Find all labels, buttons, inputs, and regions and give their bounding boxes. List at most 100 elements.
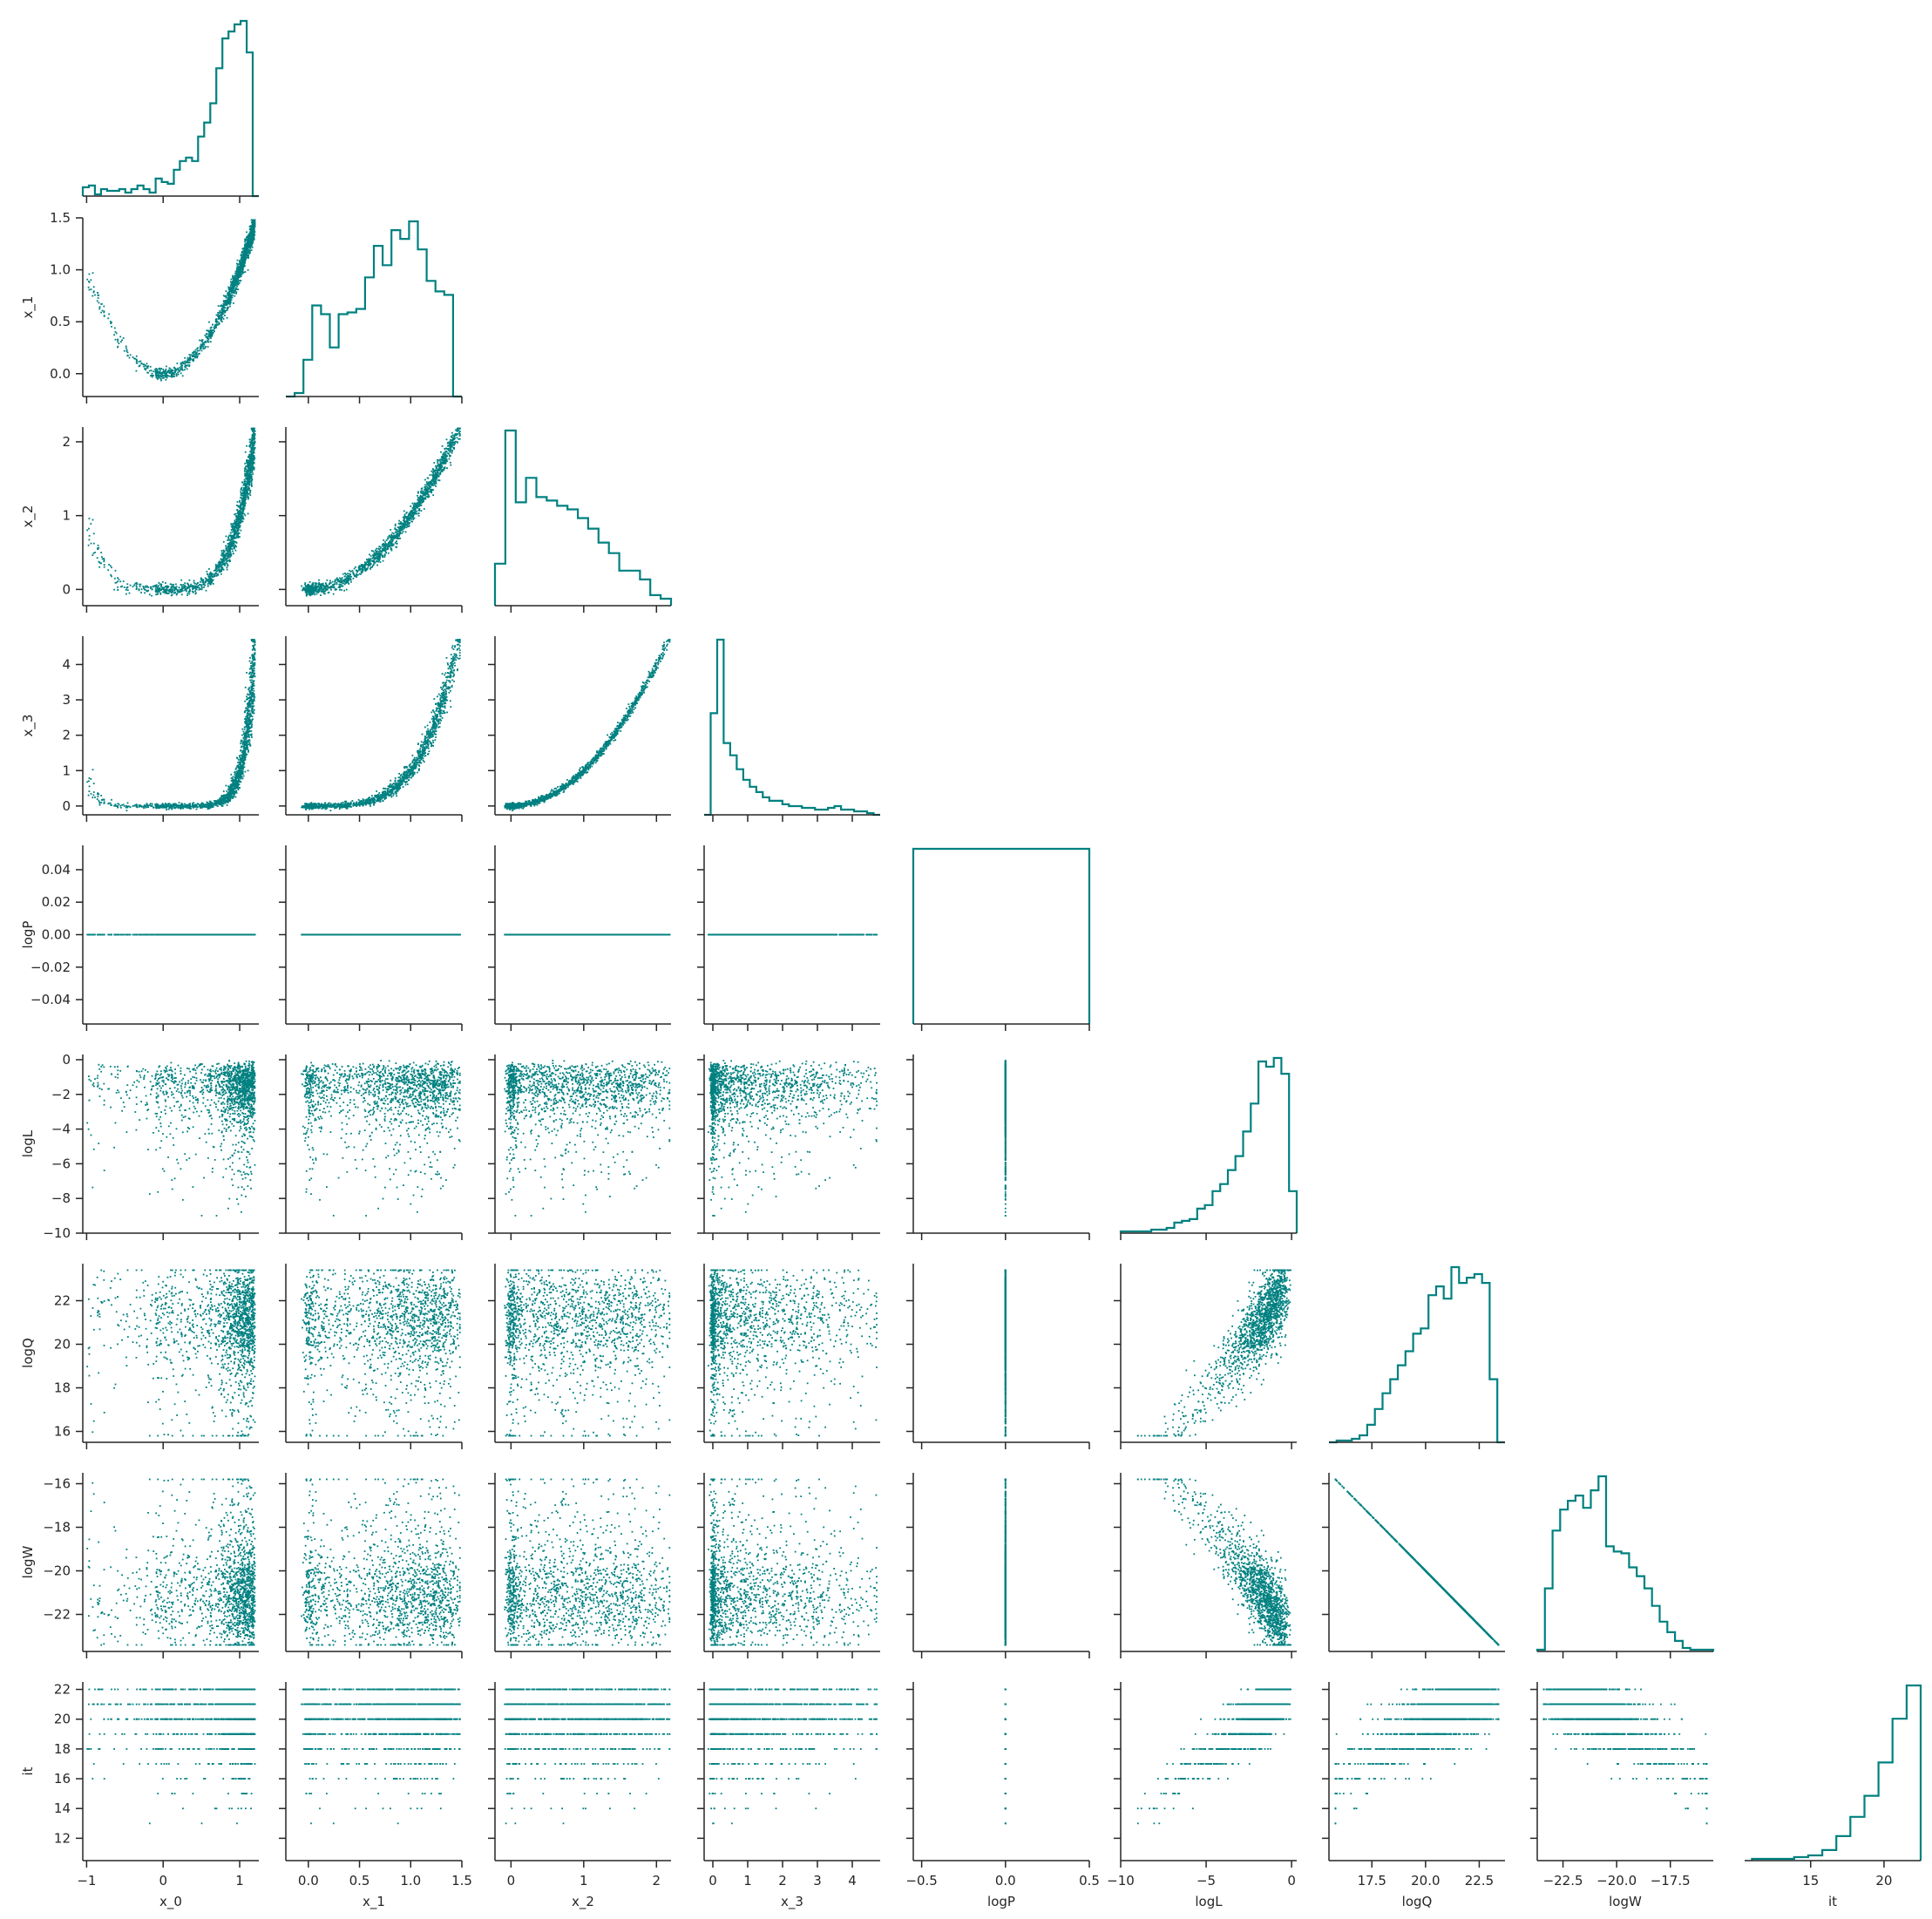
scatter-point	[167, 371, 169, 373]
scatter-point	[88, 287, 90, 288]
scatter-point	[244, 258, 246, 260]
scatter-point	[176, 376, 178, 377]
scatter-point	[156, 369, 158, 370]
scatter-point	[168, 370, 170, 371]
scatter-point	[236, 286, 238, 288]
scatter-point	[97, 292, 98, 294]
scatter-points-x_1-vs-x_0	[86, 220, 255, 382]
scatter-point	[144, 368, 146, 370]
scatter-point	[193, 356, 194, 357]
scatter-point	[204, 348, 206, 349]
scatter-point	[253, 232, 254, 234]
scatter-point	[129, 357, 131, 359]
scatter-point	[121, 339, 123, 341]
scatter-point	[219, 315, 220, 316]
scatter-point	[249, 251, 251, 253]
scatter-point	[248, 249, 250, 251]
scatter-point	[234, 279, 236, 281]
scatter-point	[119, 336, 121, 338]
scatter-point	[184, 369, 186, 370]
scatter-point	[244, 256, 246, 258]
scatter-point	[215, 321, 217, 322]
scatter-point	[212, 324, 214, 326]
panel-x_1-vs-x_1	[286, 221, 462, 403]
scatter-point	[214, 327, 215, 329]
scatter-point	[143, 363, 145, 365]
scatter-point	[201, 350, 203, 352]
scatter-point	[237, 279, 239, 281]
scatter-point	[244, 239, 246, 241]
scatter-point	[217, 314, 219, 315]
scatter-point	[146, 372, 148, 374]
scatter-point	[199, 340, 200, 342]
scatter-point	[247, 236, 249, 238]
scatter-point	[220, 315, 222, 316]
scatter-point	[195, 349, 197, 351]
scatter-point	[253, 220, 254, 221]
scatter-point	[162, 376, 164, 377]
y-tick-label: 0.5	[50, 314, 71, 329]
scatter-point	[160, 368, 162, 370]
scatter-point	[125, 348, 127, 349]
scatter-point	[180, 363, 182, 364]
scatter-point	[127, 355, 129, 356]
scatter-point	[183, 363, 185, 364]
scatter-point	[215, 319, 217, 321]
scatter-point	[147, 367, 149, 369]
scatter-point	[119, 342, 120, 344]
scatter-point	[174, 368, 176, 370]
scatter-point	[245, 271, 247, 273]
scatter-point	[169, 372, 171, 374]
scatter-point	[160, 380, 162, 382]
scatter-point	[164, 370, 166, 372]
scatter-point	[242, 268, 244, 269]
scatter-point	[232, 287, 234, 288]
scatter-point	[241, 252, 243, 254]
scatter-point	[203, 348, 205, 349]
scatter-point	[177, 363, 179, 364]
scatter-point	[249, 228, 251, 230]
scatter-point	[189, 362, 191, 363]
scatter-point	[247, 269, 249, 271]
scatter-point	[136, 356, 138, 357]
scatter-point	[184, 357, 186, 359]
scatter-point	[246, 255, 247, 257]
scatter-point	[235, 276, 237, 278]
y-tick-label: 1.0	[50, 262, 71, 278]
scatter-point	[234, 273, 236, 275]
scatter-point	[203, 346, 205, 348]
scatter-point	[146, 363, 148, 364]
scatter-point	[215, 325, 217, 327]
scatter-point	[189, 356, 191, 358]
scatter-point	[234, 291, 235, 293]
scatter-point	[92, 272, 94, 274]
scatter-point	[220, 320, 222, 322]
scatter-point	[172, 370, 173, 371]
scatter-point	[100, 312, 102, 314]
scatter-point	[124, 350, 125, 352]
scatter-point	[240, 275, 241, 277]
scatter-point	[115, 339, 117, 341]
y-tick-label: 0.0	[50, 366, 71, 382]
scatter-point	[240, 270, 241, 272]
scatter-point	[252, 234, 254, 235]
scatter-point	[130, 354, 132, 356]
scatter-point	[149, 370, 151, 372]
scatter-point	[90, 279, 92, 281]
scatter-point	[98, 297, 99, 299]
scatter-point	[189, 359, 191, 361]
scatter-point	[159, 375, 161, 376]
scatter-point	[229, 303, 231, 305]
scatter-point	[217, 322, 219, 323]
scatter-point	[226, 290, 227, 292]
scatter-point	[250, 239, 252, 241]
scatter-point	[108, 314, 110, 315]
scatter-point	[229, 289, 231, 291]
histogram-x_0	[83, 21, 259, 196]
scatter-point	[136, 362, 138, 363]
scatter-point	[233, 288, 234, 290]
scatter-point	[202, 342, 204, 344]
scatter-point	[251, 234, 253, 235]
scatter-point	[222, 309, 224, 310]
scatter-point	[169, 368, 171, 370]
